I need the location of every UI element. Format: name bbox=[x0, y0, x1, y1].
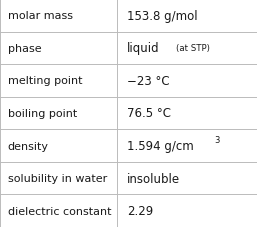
Text: insoluble: insoluble bbox=[127, 172, 180, 185]
Text: phase: phase bbox=[8, 44, 41, 54]
Text: melting point: melting point bbox=[8, 76, 82, 86]
Text: density: density bbox=[8, 141, 49, 151]
Text: liquid: liquid bbox=[127, 42, 160, 55]
Text: 2.29: 2.29 bbox=[127, 204, 153, 217]
Text: solubility in water: solubility in water bbox=[8, 173, 107, 183]
Text: molar mass: molar mass bbox=[8, 11, 73, 21]
Text: dielectric constant: dielectric constant bbox=[8, 206, 111, 216]
Text: (at STP): (at STP) bbox=[176, 44, 210, 53]
Text: 1.594 g/cm: 1.594 g/cm bbox=[127, 139, 194, 152]
Text: 3: 3 bbox=[215, 136, 220, 145]
Text: 76.5 °C: 76.5 °C bbox=[127, 107, 171, 120]
Text: 153.8 g/mol: 153.8 g/mol bbox=[127, 10, 198, 23]
Text: boiling point: boiling point bbox=[8, 109, 77, 118]
Text: −23 °C: −23 °C bbox=[127, 75, 170, 88]
